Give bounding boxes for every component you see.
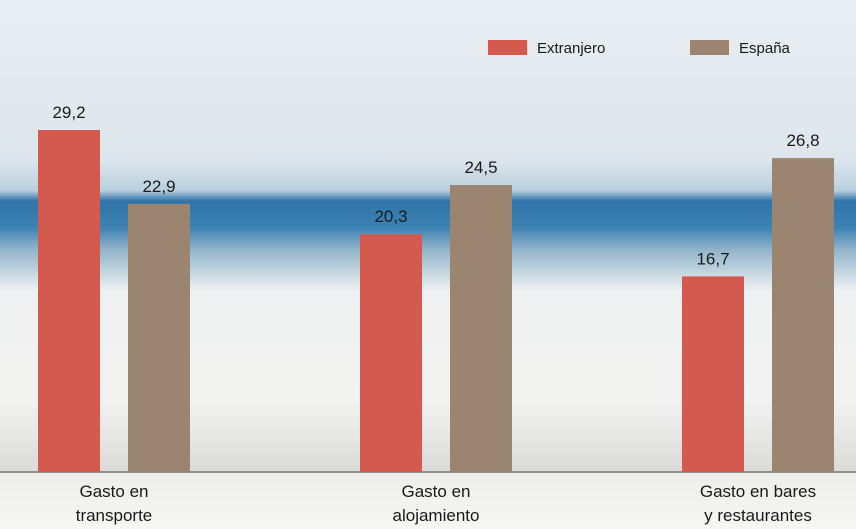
value-label: 20,3 [374, 207, 407, 226]
value-label: 24,5 [464, 158, 497, 177]
bar [450, 185, 512, 472]
legend-label: España [739, 40, 791, 57]
x-tick-label: Gasto en alojamiento [392, 482, 480, 525]
bar [38, 130, 100, 472]
legend-swatch [690, 40, 729, 55]
value-label: 26,8 [786, 131, 819, 150]
label-band [0, 473, 856, 529]
bar [128, 203, 190, 473]
bar [682, 276, 744, 472]
bar [772, 158, 834, 472]
x-tick-label: Gasto en transporte [75, 482, 153, 525]
x-tick-label: Gasto en bares y restaurantes [699, 482, 817, 525]
bar [360, 234, 422, 472]
value-label: 29,2 [52, 103, 85, 122]
legend-label: Extranjero [537, 40, 605, 57]
value-label: 16,7 [696, 249, 729, 268]
legend-swatch [488, 40, 527, 55]
value-label: 22,9 [142, 177, 175, 196]
